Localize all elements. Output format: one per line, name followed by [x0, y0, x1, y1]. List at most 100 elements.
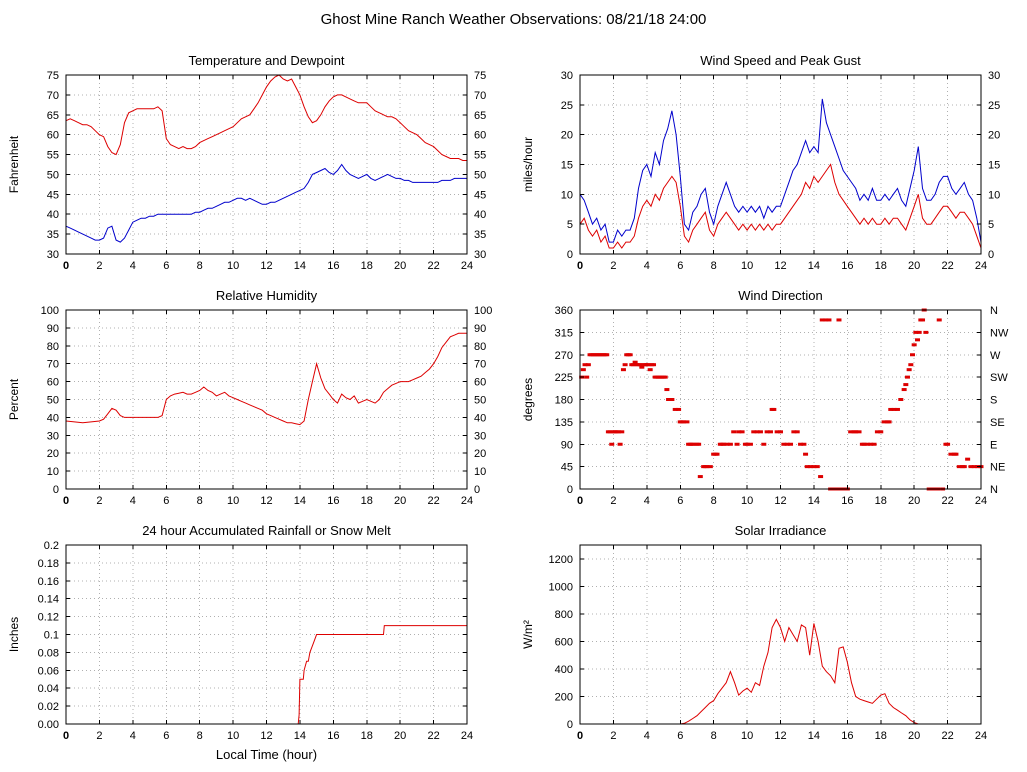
chart-relative-humidity: Relative Humidity 0 2 4 6 8 10 12 14 16 18 20 22 24 0… [4, 280, 509, 515]
svg-text:0.14: 0.14 [38, 594, 59, 606]
svg-text:14: 14 [294, 495, 306, 507]
tick-marks [579, 309, 982, 490]
svg-text:12: 12 [774, 495, 786, 507]
svg-text:20: 20 [394, 495, 406, 507]
svg-text:0: 0 [63, 495, 69, 507]
svg-text:18: 18 [875, 260, 887, 272]
svg-text:SE: SE [990, 417, 1005, 429]
axis-tick-labels: 0 2 4 6 8 10 12 14 16 18 20 22 240102030405060708090… [41, 305, 493, 507]
svg-text:0: 0 [63, 260, 69, 272]
svg-text:16: 16 [327, 730, 339, 742]
svg-text:20: 20 [908, 730, 920, 742]
svg-text:25: 25 [561, 100, 573, 112]
svg-text:50: 50 [474, 395, 486, 407]
tick-marks [65, 544, 468, 725]
svg-text:55: 55 [474, 150, 486, 162]
svg-text:10: 10 [227, 730, 239, 742]
svg-text:0.16: 0.16 [38, 576, 59, 588]
svg-text:70: 70 [474, 90, 486, 102]
svg-text:14: 14 [808, 730, 820, 742]
svg-text:30: 30 [47, 249, 59, 261]
svg-text:35: 35 [474, 229, 486, 241]
svg-text:14: 14 [808, 495, 820, 507]
svg-text:10: 10 [227, 260, 239, 272]
series-wind-direction [579, 308, 984, 491]
chart-svg: 0 2 4 6 8 10 12 14 16 18 20 22 243035404550556065707… [7, 70, 487, 272]
chart-svg: 0 2 4 6 8 10 12 14 16 18 20 22 240459013518022527031… [521, 305, 1009, 507]
svg-text:16: 16 [841, 730, 853, 742]
svg-text:NW: NW [990, 327, 1009, 339]
axis-tick-labels: 0 2 4 6 8 10 12 14 16 18 20 22 240200400600800100012… [549, 554, 988, 742]
svg-text:10: 10 [47, 466, 59, 478]
svg-text:0: 0 [577, 495, 583, 507]
gridlines [66, 310, 467, 489]
svg-text:15: 15 [561, 160, 573, 172]
svg-text:8: 8 [711, 260, 717, 272]
svg-text:10: 10 [561, 189, 573, 201]
svg-text:60: 60 [47, 130, 59, 142]
series-temperature [65, 74, 467, 161]
svg-text:15: 15 [988, 160, 1000, 172]
svg-text:0: 0 [63, 730, 69, 742]
svg-text:24: 24 [975, 730, 987, 742]
svg-text:N: N [990, 305, 998, 317]
svg-text:360: 360 [555, 305, 573, 317]
series-wind-speed [579, 163, 982, 249]
svg-text:12: 12 [774, 260, 786, 272]
svg-text:0.00: 0.00 [38, 719, 59, 731]
svg-text:225: 225 [555, 372, 573, 384]
svg-text:5: 5 [567, 219, 573, 231]
axis-tick-labels: 0 2 4 6 8 10 12 14 16 18 20 22 240510152025300510152… [561, 70, 1001, 272]
svg-text:0: 0 [567, 249, 573, 261]
svg-text:14: 14 [294, 260, 306, 272]
svg-text:55: 55 [47, 150, 59, 162]
svg-text:30: 30 [47, 430, 59, 442]
gridlines [580, 75, 981, 254]
svg-text:24: 24 [461, 260, 473, 272]
svg-text:12: 12 [774, 730, 786, 742]
svg-text:6: 6 [163, 495, 169, 507]
svg-text:16: 16 [327, 495, 339, 507]
svg-text:80: 80 [474, 341, 486, 353]
svg-text:0: 0 [567, 719, 573, 731]
svg-text:4: 4 [130, 495, 136, 507]
svg-text:24: 24 [975, 260, 987, 272]
svg-text:0.04: 0.04 [38, 683, 59, 695]
gridlines [580, 545, 981, 724]
svg-text:6: 6 [163, 260, 169, 272]
svg-text:20: 20 [474, 448, 486, 460]
svg-text:0: 0 [474, 484, 480, 496]
svg-text:0.12: 0.12 [38, 612, 59, 624]
axis-tick-labels: 0 2 4 6 8 10 12 14 16 18 20 22 240.000.020.040.060.0… [38, 540, 474, 742]
svg-text:14: 14 [294, 730, 306, 742]
svg-text:30: 30 [474, 249, 486, 261]
chart-title-relative-humidity: Relative Humidity [215, 288, 318, 303]
svg-text:75: 75 [474, 70, 486, 82]
chart-svg: 0 2 4 6 8 10 12 14 16 18 20 22 240200400600800100012… [521, 544, 988, 742]
svg-text:70: 70 [47, 359, 59, 371]
svg-text:2: 2 [610, 260, 616, 272]
svg-text:30: 30 [988, 70, 1000, 82]
svg-text:40: 40 [474, 209, 486, 221]
svg-text:NE: NE [990, 462, 1005, 474]
chart-title-wind-speed-peak-gust: Wind Speed and Peak Gust [700, 53, 861, 68]
svg-text:35: 35 [47, 229, 59, 241]
svg-text:60: 60 [474, 130, 486, 142]
svg-text:10: 10 [988, 189, 1000, 201]
svg-text:12: 12 [260, 730, 272, 742]
svg-text:20: 20 [908, 495, 920, 507]
svg-text:40: 40 [474, 412, 486, 424]
axis-tick-labels: 0 2 4 6 8 10 12 14 16 18 20 22 240459013518022527031… [555, 305, 1009, 507]
svg-text:22: 22 [427, 495, 439, 507]
svg-text:22: 22 [941, 260, 953, 272]
svg-text:5: 5 [988, 219, 994, 231]
svg-text:0: 0 [567, 484, 573, 496]
svg-text:16: 16 [327, 260, 339, 272]
svg-text:40: 40 [47, 412, 59, 424]
svg-text:18: 18 [875, 495, 887, 507]
axis-tick-labels: 0 2 4 6 8 10 12 14 16 18 20 22 243035404550556065707… [47, 70, 487, 272]
svg-text:W: W [990, 350, 1001, 362]
svg-text:4: 4 [644, 730, 650, 742]
svg-text:135: 135 [555, 417, 573, 429]
